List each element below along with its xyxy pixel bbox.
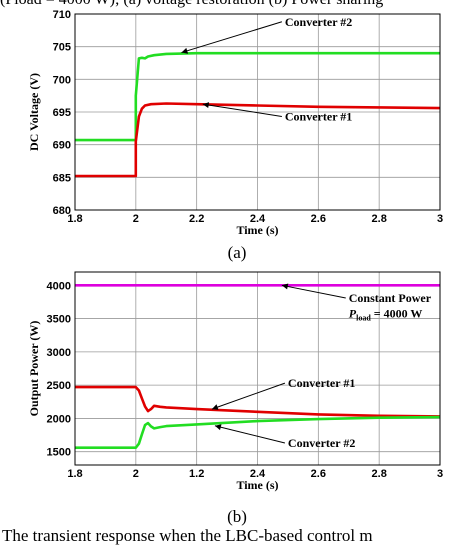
annotation-arrow: [281, 284, 346, 299]
series-line: [75, 385, 441, 418]
plot-frame: [74, 271, 441, 466]
y-tick-label: 710: [53, 9, 71, 21]
x-tick-label: 2.8: [372, 213, 387, 225]
annotation-arrow: [181, 21, 283, 54]
y-tick-label: 680: [53, 205, 71, 217]
x-tick-label: 2.4: [250, 468, 266, 480]
x-axis-label: Time (s): [236, 478, 278, 492]
caption-a: (a): [227, 243, 247, 262]
y-tick-label: 695: [53, 107, 71, 119]
annotation-arrowhead: [181, 47, 189, 54]
annotation-label: Converter #2: [288, 436, 355, 450]
x-tick-label: 1.2: [189, 468, 204, 480]
x-tick-label: 3: [437, 213, 443, 225]
y-axis-label: DC Voltage (V): [27, 73, 41, 151]
y-tick-label: 1500: [47, 447, 71, 459]
annotation-label: Converter #1: [285, 109, 352, 123]
plot-frame: [74, 13, 441, 211]
annotation-arrow: [214, 425, 286, 444]
x-tick-label: 3: [437, 468, 443, 480]
y-tick-label: 700: [53, 74, 71, 86]
annotation-label: Pload = 4000 W: [349, 306, 423, 322]
y-tick-label: 2500: [47, 380, 71, 392]
chart-b: 1.8 2 1.2 2.4 2.6 2.8 3 1500 2000 2500 3000 3500 400…: [27, 271, 443, 492]
series-line: [75, 415, 441, 450]
x-axis-label: Time (s): [236, 223, 278, 237]
x-tick-label: 2.6: [311, 213, 326, 225]
x-tick-label: 2: [133, 213, 139, 225]
y-tick-label: 685: [53, 172, 71, 184]
annotation-arrowhead: [211, 404, 219, 410]
x-tick-label: 2.2: [189, 213, 204, 225]
bottom-caption-fragment: The transient response when the LBC-base…: [2, 526, 373, 545]
annotation-arrowhead: [281, 283, 289, 290]
annotation-arrow: [202, 103, 282, 117]
y-axis-label: Output Power (W): [27, 321, 41, 417]
x-tick-label: 2: [133, 468, 139, 480]
y-tick-label: 4000: [47, 280, 71, 292]
annotation-label: Converter #1: [288, 376, 355, 390]
y-tick-label: 3500: [47, 314, 71, 326]
annotation-arrowhead: [202, 102, 210, 108]
y-tick-label: 3000: [47, 347, 71, 359]
annotation-arrow: [211, 382, 286, 410]
x-tick-label: 2.4: [250, 213, 266, 225]
x-tick-label: 1.8: [67, 468, 82, 480]
annotation-arrowhead: [214, 424, 222, 431]
caption-b: (b): [227, 507, 247, 526]
annotation-label: Constant Power: [349, 291, 432, 305]
x-tick-label: 1.8: [67, 213, 82, 225]
annotation-label: Converter #2: [285, 15, 352, 29]
x-tick-label: 2.8: [372, 468, 387, 480]
top-caption-fragment: (Pload = 4000 W); (a) voltage restoratio…: [0, 0, 474, 9]
series-line: [75, 51, 440, 142]
y-tick-label: 705: [53, 42, 71, 54]
y-tick-label: 690: [53, 140, 71, 152]
y-tick-label: 2000: [47, 413, 71, 425]
chart-a: 1.8 2 2.2 2.4 2.6 2.8 3 680 685 690 695 700 705 710 Co…: [27, 9, 443, 237]
series-line: [75, 102, 441, 178]
x-tick-label: 2.6: [311, 468, 326, 480]
